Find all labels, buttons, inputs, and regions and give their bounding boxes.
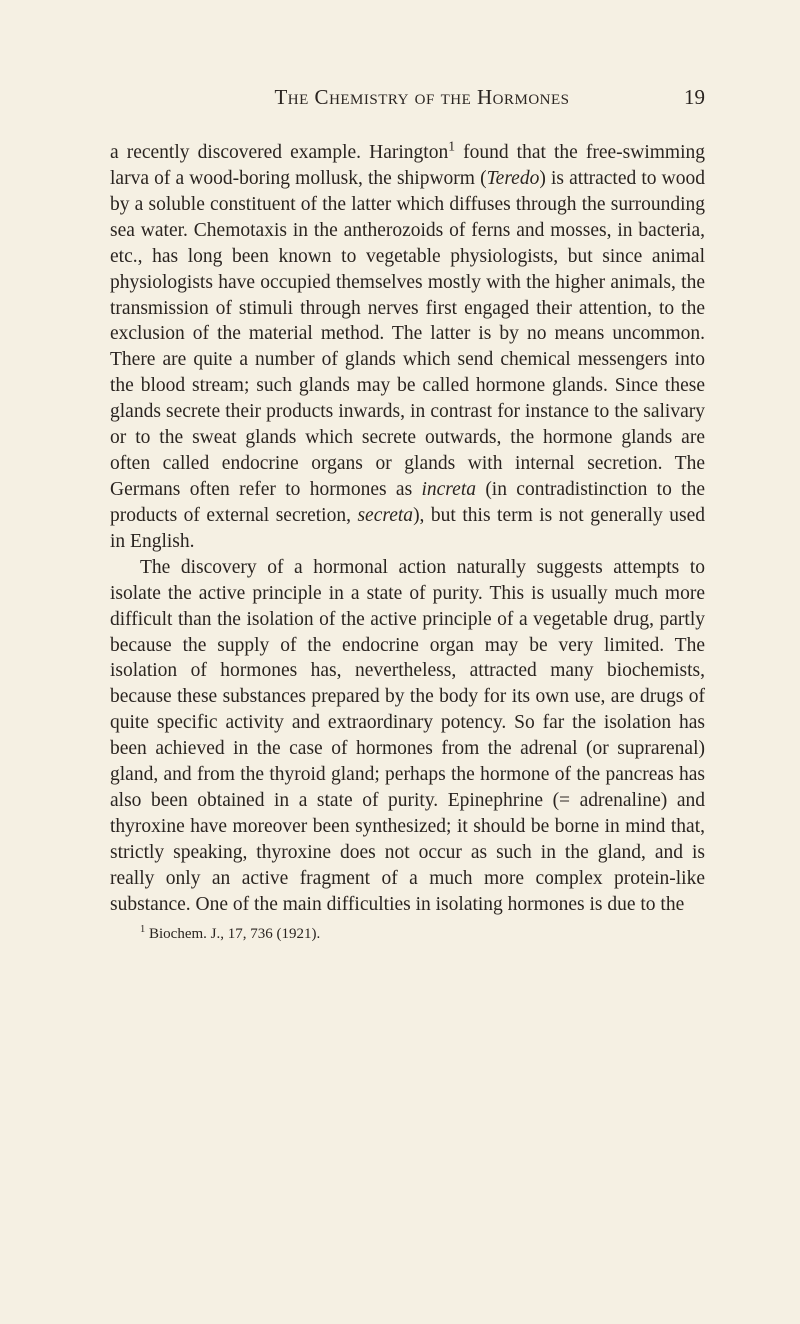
footnote: 1 Biochem. J., 17, 736 (1921). <box>110 926 705 943</box>
footnote-ref: 1 <box>448 139 455 154</box>
italic-term: secreta <box>357 505 413 526</box>
footnote-text: Biochem. J., <box>145 926 228 942</box>
footnote-volume: 17 <box>228 926 243 942</box>
page-header: The Chemistry of the Hormones 19 <box>110 85 705 110</box>
text-run: a recently discovered example. Harington <box>110 142 448 163</box>
italic-term: increta <box>421 479 476 500</box>
footnote-text: , 736 (1921). <box>243 926 321 942</box>
page-number: 19 <box>684 85 705 110</box>
paragraph-2: The discovery of a hormonal action natur… <box>110 555 705 918</box>
text-run: ) is attracted to wood by a soluble cons… <box>110 168 705 500</box>
italic-term: Teredo <box>487 168 540 189</box>
running-title: The Chemistry of the Hormones <box>110 85 684 110</box>
body-text: a recently discovered example. Harington… <box>110 140 705 918</box>
paragraph-1: a recently discovered example. Harington… <box>110 140 705 555</box>
